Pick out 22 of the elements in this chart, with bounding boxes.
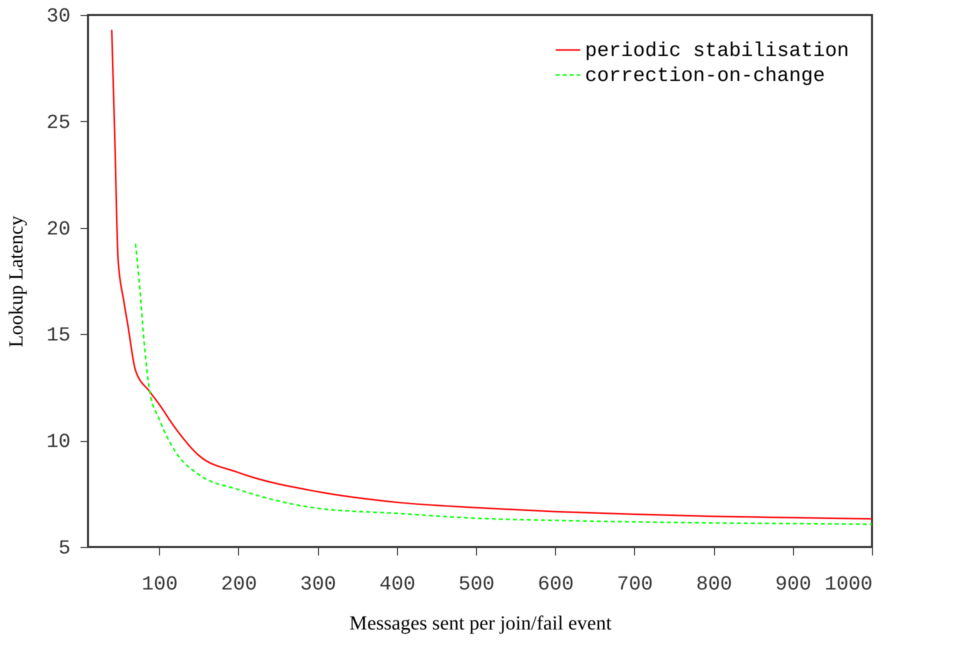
y-tick-label: 5 (58, 538, 70, 560)
x-tick-label: 200 (220, 574, 257, 596)
y-tick-label: 30 (46, 6, 70, 28)
y-tick-label: 10 (46, 431, 70, 454)
legend-label: periodic stabilisation (585, 40, 850, 63)
x-tick-label: 500 (458, 574, 495, 596)
x-tick-label: 400 (379, 574, 416, 596)
x-tick-label: 600 (538, 574, 574, 596)
y-tick-label: 20 (46, 218, 70, 242)
x-tick-label: 700 (616, 574, 653, 596)
line-series (111, 29, 872, 520)
x-tick-label: 1000 (824, 574, 872, 596)
x-tick-label: 900 (775, 574, 812, 596)
x-tick-label: 100 (142, 574, 178, 596)
y-tick-label: 15 (46, 324, 70, 348)
x-tick-label: 800 (696, 574, 732, 596)
x-axis-title: Messages sent per join/fail event (349, 612, 612, 634)
y-axis-title: Lookup Latency (5, 216, 28, 348)
line-series (134, 243, 872, 525)
y-tick-label: 25 (46, 112, 70, 135)
x-tick-label: 300 (300, 574, 336, 596)
legend-label: correction-on-change (585, 65, 826, 88)
